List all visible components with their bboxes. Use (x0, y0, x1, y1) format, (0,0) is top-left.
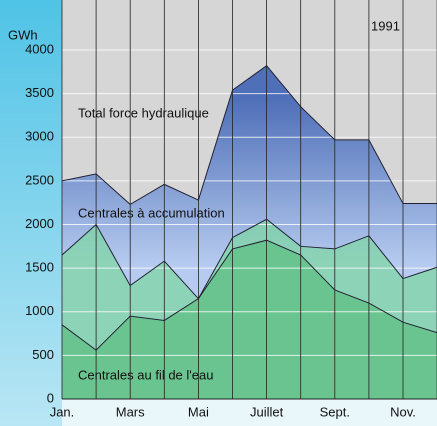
series-line (61, 239, 437, 351)
y-tick-label: 2500 (25, 172, 54, 187)
series-line (61, 65, 437, 206)
x-tick-label: Mai (188, 404, 209, 419)
y-tick-label: 3500 (25, 85, 54, 100)
y-tick-label: 3000 (25, 129, 54, 144)
annotation: 1991 (371, 18, 400, 33)
y-tick-label: 4000 (25, 41, 54, 56)
series-label: Centrales à accumulation (78, 205, 225, 220)
series-line (61, 218, 437, 300)
x-tick-label: Sept. (320, 404, 350, 419)
series-label: Total force hydraulique (78, 105, 209, 120)
y-tick-label: 2000 (25, 216, 54, 231)
x-tick-label: Nov. (390, 404, 416, 419)
axis-strip (0, 0, 62, 426)
x-tick-label: Juillet (250, 404, 284, 419)
y-tick-label: 0 (47, 390, 54, 405)
unit-label: GWh (8, 27, 38, 42)
x-tick-label: Jan. (50, 404, 75, 419)
y-tick-label: 500 (32, 347, 54, 362)
x-tick-label: Mars (116, 404, 145, 419)
x-axis-bg (62, 399, 437, 426)
y-tick-label: 1000 (25, 303, 54, 318)
series-label: Centrales au fil de l'eau (78, 367, 213, 382)
y-tick-label: 1500 (25, 260, 54, 275)
area-fill (62, 240, 437, 399)
